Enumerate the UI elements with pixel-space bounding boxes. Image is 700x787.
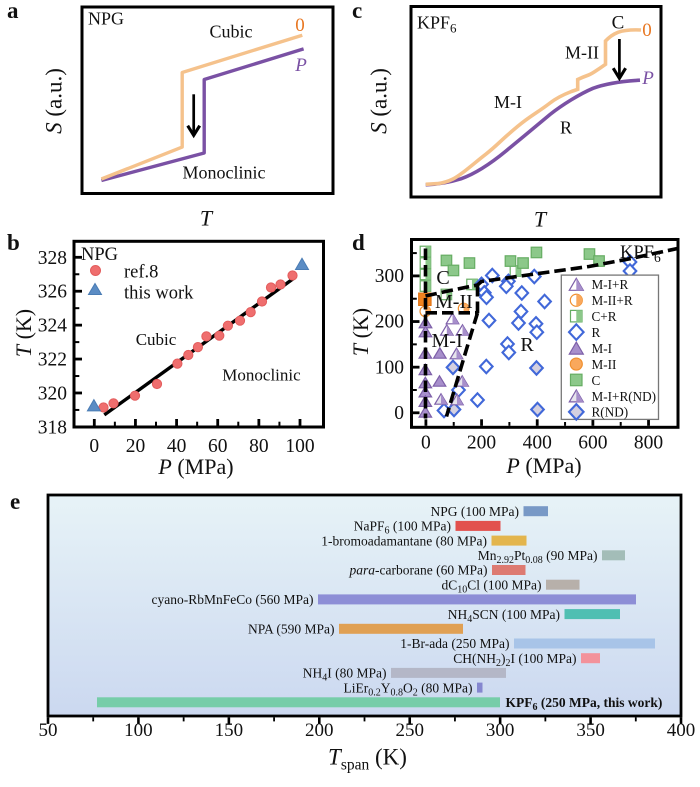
svg-text:d: d [352,230,365,255]
svg-text:328: 328 [38,248,67,269]
svg-text:b: b [7,230,20,255]
svg-text:0: 0 [394,403,404,424]
svg-text:400: 400 [523,433,552,454]
svg-text:R(ND): R(ND) [592,405,629,420]
svg-text:R: R [592,325,601,340]
svg-text:326: 326 [38,282,68,303]
svg-text:Monoclinic: Monoclinic [183,163,266,183]
svg-text:M-II: M-II [592,357,617,372]
svg-text:1-bromoadamantane (80 MPa): 1-bromoadamantane (80 MPa) [321,533,487,548]
svg-text:M-I: M-I [494,92,522,112]
svg-text:a: a [7,0,19,23]
svg-text:Cubic: Cubic [210,22,253,42]
svg-text:c: c [352,0,362,23]
svg-text:S (a.u.): S (a.u.) [367,68,392,134]
svg-text:0: 0 [642,20,652,41]
svg-text:80: 80 [249,436,269,457]
svg-text:200: 200 [305,720,334,741]
svg-text:C+R: C+R [592,309,617,324]
svg-text:C: C [612,13,625,34]
svg-text:M-I+R(ND): M-I+R(ND) [592,389,657,404]
svg-text:20: 20 [126,436,146,457]
svg-text:Cubic: Cubic [136,330,177,349]
svg-text:324: 324 [38,316,68,337]
svg-text:1-Br-ada (250 MPa): 1-Br-ada (250 MPa) [400,636,509,651]
svg-text:KPF6: KPF6 [417,13,457,36]
svg-text:M-I+R: M-I+R [592,277,629,292]
svg-text:150: 150 [215,720,244,741]
svg-text:400: 400 [667,720,696,741]
svg-text:318: 318 [38,417,67,438]
svg-text:300: 300 [375,266,404,287]
svg-text:T (K): T (K) [11,309,36,357]
svg-text:e: e [10,489,20,514]
svg-text:800: 800 [634,433,663,454]
svg-text:60: 60 [208,436,228,457]
svg-text:NPG: NPG [81,245,118,265]
svg-text:P (MPa): P (MPa) [505,453,581,478]
svg-text:50: 50 [39,720,58,741]
svg-text:CH(NH2)2I (100 MPa): CH(NH2)2I (100 MPa) [453,651,576,669]
svg-text:dC10Cl (100 MPa): dC10Cl (100 MPa) [441,577,541,595]
svg-text:ref.8: ref.8 [124,263,158,283]
svg-text:M-I: M-I [432,330,463,352]
svg-text:P: P [294,55,307,76]
svg-text:NH4SCN (100 MPa): NH4SCN (100 MPa) [448,607,560,625]
svg-text:0: 0 [421,433,431,454]
svg-text:M-II: M-II [565,43,599,63]
svg-text:0: 0 [89,436,99,457]
svg-text:P: P [641,68,654,89]
svg-text:Tspan (K): Tspan (K) [328,745,407,774]
svg-text:M-II+R: M-II+R [592,293,633,308]
svg-text:300: 300 [486,720,515,741]
svg-text:P (MPa): P (MPa) [157,454,233,479]
svg-text:R: R [560,118,572,138]
svg-text:KPF6 (250 MPa, this work): KPF6 (250 MPa, this work) [506,695,663,713]
svg-text:M-II: M-II [435,291,473,313]
svg-text:KPF6: KPF6 [620,243,661,265]
svg-text:100: 100 [124,720,153,741]
svg-text:100: 100 [375,357,404,378]
svg-text:T: T [200,206,214,231]
svg-text:40: 40 [167,436,187,457]
svg-text:350: 350 [576,720,605,741]
svg-text:NPG (100 MPa): NPG (100 MPa) [430,504,519,519]
svg-text:100: 100 [285,436,314,457]
svg-text:Monoclinic: Monoclinic [222,366,301,385]
svg-text:NPA (590 MPa): NPA (590 MPa) [248,622,335,637]
svg-text:NPG: NPG [88,9,124,29]
svg-text:C: C [592,373,601,388]
svg-text:T (K): T (K) [348,308,373,356]
svg-text:M-I: M-I [592,341,613,356]
svg-text:this work: this work [124,284,194,304]
svg-text:para-carborane (60 MPa): para-carborane (60 MPa) [349,563,488,578]
svg-text:600: 600 [578,433,607,454]
svg-text:R: R [520,334,534,356]
svg-text:320: 320 [38,383,67,404]
svg-text:200: 200 [375,312,404,333]
svg-text:0: 0 [295,15,305,36]
svg-text:S (a.u.): S (a.u.) [42,68,67,134]
svg-text:cyano-RbMnFeCo (560 MPa): cyano-RbMnFeCo (560 MPa) [152,592,314,607]
svg-text:T: T [534,207,548,232]
svg-text:322: 322 [38,350,67,371]
svg-text:C: C [436,267,449,289]
svg-text:NaPF6 (100 MPa): NaPF6 (100 MPa) [354,519,451,537]
svg-text:200: 200 [467,433,496,454]
svg-text:250: 250 [395,720,424,741]
